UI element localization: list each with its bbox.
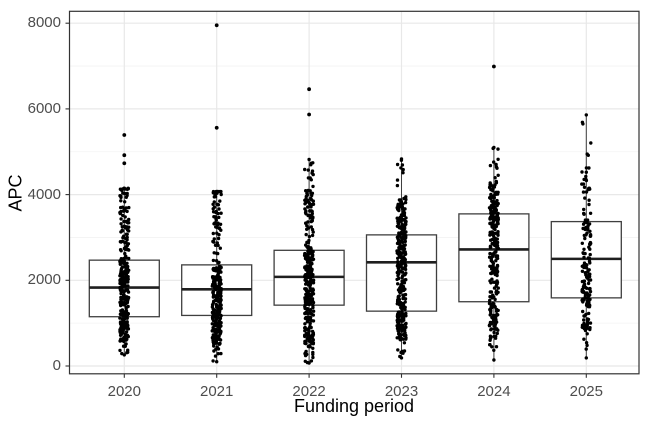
y-axis-title: APC xyxy=(5,174,26,212)
outlier-points xyxy=(307,87,311,117)
jitter-points xyxy=(580,113,593,360)
jitter-points xyxy=(302,157,316,365)
jitter-points xyxy=(487,145,501,362)
jitter-points xyxy=(395,157,408,360)
boxplot-2023 xyxy=(365,157,438,360)
y-tick-label-8000: 8000 xyxy=(27,14,61,32)
y-tick-label-2000: 2000 xyxy=(27,271,61,289)
boxplot-2024 xyxy=(458,64,530,362)
x-tick-label-2020: 2020 xyxy=(107,382,141,400)
boxplot-2025 xyxy=(550,113,622,360)
boxplot-2022 xyxy=(273,87,345,365)
panel-border xyxy=(68,10,640,375)
x-tick-label-2021: 2021 xyxy=(200,382,234,400)
jitter-points xyxy=(210,189,223,364)
boxplot-2020 xyxy=(88,133,160,357)
jitter-points xyxy=(118,186,131,357)
x-tick-label-2024: 2024 xyxy=(477,382,511,400)
y-tick-label-6000: 6000 xyxy=(27,99,61,117)
x-tick-label-2023: 2023 xyxy=(384,382,419,400)
x-axis-title: Funding period xyxy=(293,396,415,416)
outlier-points xyxy=(492,64,496,69)
x-tick-label-2025: 2025 xyxy=(569,382,603,400)
x-tick-label-2022: 2022 xyxy=(292,382,326,400)
y-tick-label-4000: 4000 xyxy=(27,185,61,203)
y-tick-label-0: 0 xyxy=(52,357,61,374)
panel-background xyxy=(69,11,639,374)
boxplot-2021 xyxy=(181,23,253,364)
outlier-points xyxy=(214,23,219,130)
axis-tick-marks xyxy=(65,22,587,378)
grid-minor xyxy=(69,65,639,324)
outlier-points xyxy=(122,133,127,166)
